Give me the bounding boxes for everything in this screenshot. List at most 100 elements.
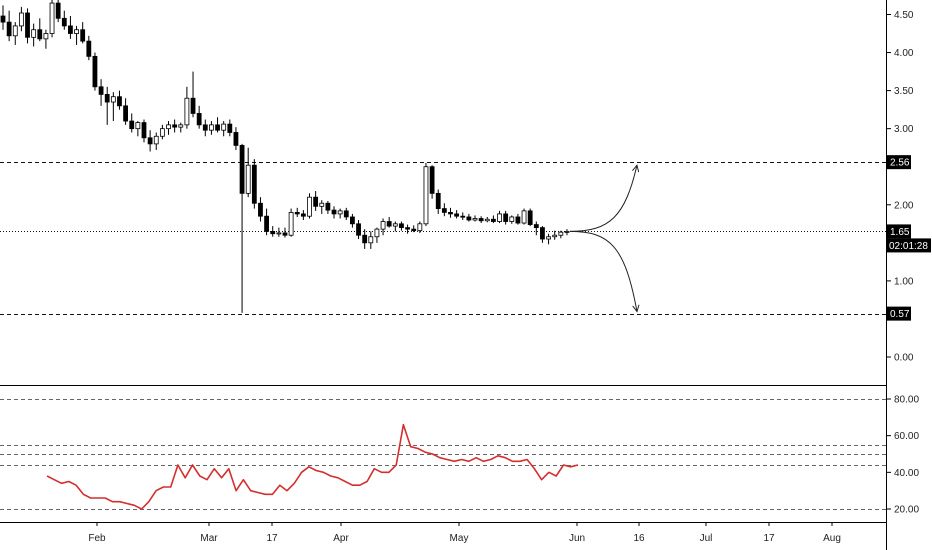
candle-body	[196, 113, 202, 126]
candle	[307, 193, 312, 219]
price-tick-label: 1.00	[894, 276, 914, 287]
candle	[472, 215, 478, 222]
candle-body	[215, 124, 220, 131]
candle	[49, 0, 55, 38]
candle	[331, 206, 337, 219]
candle	[564, 229, 570, 236]
candle	[80, 22, 86, 44]
candle-body	[540, 227, 545, 240]
candle	[313, 191, 319, 211]
rsi-tick-label: 60.00	[894, 431, 919, 442]
candle	[454, 210, 460, 219]
candle-body	[294, 211, 300, 215]
candle	[368, 231, 374, 249]
candle	[68, 16, 73, 39]
level-badge-bg	[887, 224, 911, 239]
candle	[362, 229, 368, 249]
candle-body	[135, 122, 141, 130]
projection-arrow-down	[569, 230, 637, 311]
candle	[497, 210, 502, 224]
time-tick-label: Jun	[569, 533, 585, 544]
time-tick-label: 17	[266, 533, 278, 544]
candle	[110, 92, 116, 122]
level-badge-text: 2.56	[890, 158, 910, 169]
candle-body	[251, 164, 257, 204]
candle	[178, 122, 184, 133]
candle	[264, 208, 269, 236]
candle-body	[405, 227, 410, 230]
candle	[423, 162, 429, 227]
countdown-badge-bg	[887, 238, 931, 253]
candle	[380, 218, 386, 236]
rsi-line	[46, 423, 579, 510]
time-tick-label: Mar	[200, 533, 218, 544]
candle-body	[239, 145, 245, 194]
candle	[441, 203, 447, 217]
time-tick-label: 16	[633, 533, 645, 544]
time-tick-label: May	[450, 533, 469, 544]
candle-body	[564, 231, 570, 233]
candle-body	[202, 124, 208, 131]
candle-body	[227, 123, 233, 133]
candle	[392, 221, 398, 232]
candle-body	[221, 123, 227, 131]
candle	[153, 132, 159, 150]
candle-body	[129, 120, 135, 130]
level-badge: 1.65	[887, 224, 911, 239]
candle	[227, 119, 233, 137]
candle-body	[141, 122, 147, 139]
candle-body	[74, 29, 79, 34]
main-pane[interactable]	[0, 0, 886, 315]
candle-body	[460, 215, 466, 218]
candle	[6, 10, 12, 42]
countdown-badge: 02:01:28	[887, 238, 931, 253]
candle-body	[184, 97, 190, 126]
candle	[251, 159, 257, 209]
candle	[399, 221, 404, 231]
rsi-pane[interactable]	[0, 399, 886, 510]
candle	[74, 25, 79, 45]
candle	[104, 86, 110, 125]
candle-body	[18, 12, 24, 27]
candle-body	[55, 2, 61, 19]
candle-body	[117, 96, 122, 107]
candle	[31, 23, 37, 47]
candle	[509, 215, 515, 224]
candle	[521, 208, 527, 225]
candle-body	[515, 216, 521, 224]
candle	[276, 227, 282, 237]
candle	[202, 119, 208, 137]
candle	[405, 224, 410, 234]
candle	[245, 147, 251, 198]
candle-body	[386, 221, 392, 227]
candle	[533, 221, 539, 236]
candle-body	[80, 29, 86, 42]
candle	[117, 90, 122, 110]
candle	[490, 215, 496, 224]
candle-body	[104, 94, 110, 103]
candle	[215, 117, 220, 133]
candle	[172, 119, 178, 133]
candle-body	[546, 236, 551, 240]
candle	[319, 200, 325, 214]
price-tick-label: 2.00	[894, 200, 914, 211]
candle	[460, 212, 466, 220]
time-tick-label: 17	[763, 533, 775, 544]
candle	[141, 119, 147, 143]
time-tick-label: Aug	[823, 533, 841, 544]
candle-body	[490, 218, 496, 222]
time-tick-label: Jul	[700, 533, 713, 544]
candle-body	[258, 202, 263, 217]
candle-body	[448, 211, 453, 215]
candle-body	[466, 216, 472, 221]
candle	[343, 207, 349, 220]
candle	[239, 143, 245, 313]
candle-body	[245, 164, 251, 194]
candle	[435, 189, 441, 214]
candle-body	[325, 202, 331, 211]
candle	[184, 86, 190, 129]
candle-body	[61, 17, 67, 27]
candle-body	[503, 213, 509, 222]
candle-body	[313, 196, 319, 207]
